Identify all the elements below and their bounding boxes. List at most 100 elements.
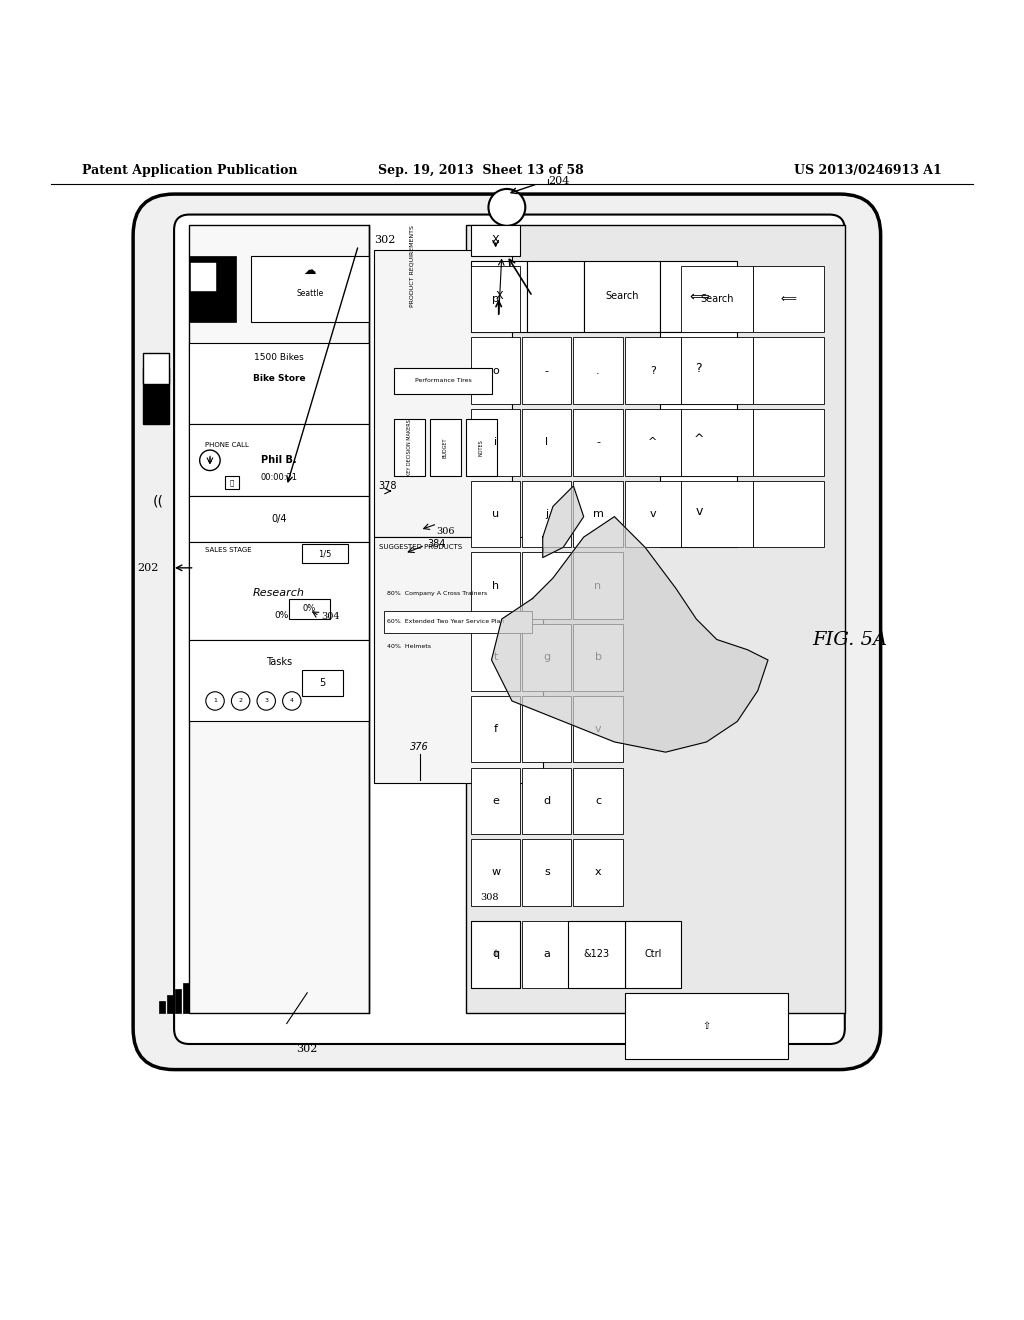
Circle shape xyxy=(231,692,250,710)
Text: X: X xyxy=(496,292,503,301)
Bar xyxy=(251,256,369,322)
Text: 60%  Extended Two Year Service Plan: 60% Extended Two Year Service Plan xyxy=(387,619,505,623)
Text: NOTES: NOTES xyxy=(479,440,483,455)
Text: ⟸: ⟸ xyxy=(780,294,797,304)
Bar xyxy=(573,480,623,548)
Text: -: - xyxy=(545,366,549,376)
Text: g: g xyxy=(544,652,550,663)
Text: v: v xyxy=(649,510,656,519)
Bar xyxy=(573,696,623,763)
Text: Search: Search xyxy=(605,292,639,301)
Text: 306: 306 xyxy=(436,528,455,536)
Bar xyxy=(753,338,824,404)
Text: ((: (( xyxy=(154,494,164,508)
Bar xyxy=(660,333,737,404)
Text: 5: 5 xyxy=(319,678,326,688)
Bar xyxy=(471,921,520,987)
Bar xyxy=(625,338,681,404)
Text: Patent Application Publication: Patent Application Publication xyxy=(82,164,297,177)
Text: FIG. 5A: FIG. 5A xyxy=(812,631,888,648)
Text: Research: Research xyxy=(253,589,305,598)
Text: ⟸: ⟸ xyxy=(689,289,709,304)
Text: e: e xyxy=(493,796,499,805)
Polygon shape xyxy=(543,486,584,557)
Text: 40%  Helmets: 40% Helmets xyxy=(387,644,431,649)
Bar xyxy=(471,265,520,333)
Bar xyxy=(466,420,497,475)
Text: 378: 378 xyxy=(378,480,396,491)
Text: a: a xyxy=(544,949,550,960)
Bar xyxy=(573,338,623,404)
Text: Seattle: Seattle xyxy=(296,289,324,298)
Bar xyxy=(573,767,623,834)
Text: m: m xyxy=(593,510,603,519)
Bar xyxy=(471,553,520,619)
Text: d: d xyxy=(544,796,550,805)
Bar xyxy=(167,995,173,1014)
Bar xyxy=(191,263,216,292)
Text: US 2013/0246913 A1: US 2013/0246913 A1 xyxy=(795,164,942,177)
Circle shape xyxy=(257,692,275,710)
Text: Ctrl: Ctrl xyxy=(644,949,662,960)
Bar xyxy=(471,696,520,763)
Bar xyxy=(189,343,369,425)
Text: PHONE CALL: PHONE CALL xyxy=(205,442,249,447)
Bar xyxy=(568,921,625,987)
Bar xyxy=(471,480,520,548)
Bar xyxy=(189,256,236,322)
Text: Search: Search xyxy=(700,294,733,304)
Text: 80%  Company A Cross Trainers: 80% Company A Cross Trainers xyxy=(387,591,487,595)
Text: ?: ? xyxy=(650,366,655,376)
Text: n: n xyxy=(595,581,601,591)
Bar xyxy=(471,767,520,834)
Bar xyxy=(573,409,623,475)
Text: Bike Store: Bike Store xyxy=(253,374,305,383)
Text: s: s xyxy=(544,867,550,878)
Text: ⇧: ⇧ xyxy=(492,949,500,960)
Text: 0%: 0% xyxy=(274,611,289,620)
Text: v: v xyxy=(695,506,702,517)
Text: 0%: 0% xyxy=(303,605,315,614)
Bar xyxy=(753,409,824,475)
Bar xyxy=(753,480,824,548)
Bar xyxy=(522,624,571,690)
Text: SALES STAGE: SALES STAGE xyxy=(205,548,252,553)
Text: ^: ^ xyxy=(648,437,657,447)
Text: l: l xyxy=(545,437,549,447)
Bar xyxy=(189,425,369,496)
Text: 202: 202 xyxy=(137,562,159,573)
Text: KEY DECISION MAKERS: KEY DECISION MAKERS xyxy=(408,420,412,477)
Bar xyxy=(660,475,737,548)
Bar xyxy=(522,409,571,475)
Bar xyxy=(625,480,681,548)
Bar xyxy=(430,420,461,475)
Text: v: v xyxy=(595,725,601,734)
Bar xyxy=(302,544,348,562)
Text: 304: 304 xyxy=(322,612,340,622)
Text: 204: 204 xyxy=(548,176,569,186)
Text: .: . xyxy=(596,366,600,376)
Bar xyxy=(143,352,169,384)
Text: b: b xyxy=(595,652,601,663)
Text: 1/5: 1/5 xyxy=(318,549,332,558)
Text: Phil B.: Phil B. xyxy=(261,455,297,466)
Text: 308: 308 xyxy=(480,894,499,902)
Bar xyxy=(225,475,239,488)
Bar xyxy=(159,1001,165,1014)
Bar xyxy=(374,251,512,537)
Bar xyxy=(374,537,543,783)
Text: h: h xyxy=(493,581,499,591)
Text: Tasks: Tasks xyxy=(266,657,292,667)
Bar xyxy=(289,598,330,619)
Bar xyxy=(522,696,571,763)
Text: SUGGESTED PRODUCTS: SUGGESTED PRODUCTS xyxy=(379,544,462,550)
FancyBboxPatch shape xyxy=(133,194,881,1069)
Bar xyxy=(189,639,369,722)
Text: ?: ? xyxy=(695,362,702,375)
Text: ^: ^ xyxy=(693,433,705,446)
Text: ☁: ☁ xyxy=(303,264,316,277)
Text: 📅: 📅 xyxy=(229,479,234,486)
Bar xyxy=(573,840,623,906)
Bar xyxy=(584,260,660,333)
Text: &123: &123 xyxy=(584,949,609,960)
